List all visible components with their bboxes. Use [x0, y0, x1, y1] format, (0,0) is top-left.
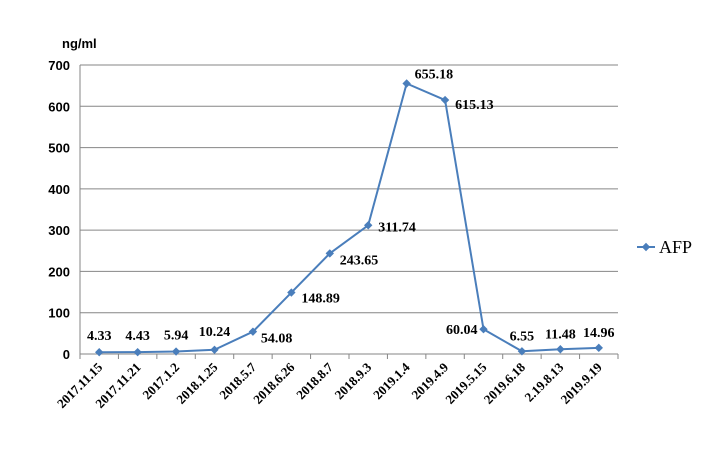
y-tick-labels: 0 100 200 300 400 500 600 700 — [48, 58, 70, 362]
legend[interactable]: AFP — [637, 237, 692, 257]
series-line-AFP — [99, 82, 599, 354]
y-tick-label: 200 — [48, 264, 70, 279]
data-point[interactable] — [364, 221, 373, 230]
data-label: 54.08 — [261, 332, 293, 347]
data-point[interactable] — [133, 347, 142, 357]
axes — [79, 65, 619, 359]
data-label: 243.65 — [340, 253, 379, 268]
data-point[interactable] — [594, 343, 603, 353]
y-tick-label: 100 — [48, 306, 70, 321]
data-point[interactable] — [210, 345, 219, 354]
data-point[interactable] — [248, 327, 258, 336]
legend-label: AFP — [659, 237, 692, 257]
data-label: 615.13 — [455, 98, 494, 113]
data-label: 148.89 — [301, 292, 340, 307]
data-label: 311.74 — [378, 220, 416, 235]
data-label: 11.48 — [545, 327, 576, 342]
x-tick-label: 2019.9.19 — [558, 359, 606, 407]
data-point[interactable] — [556, 345, 565, 354]
data-label: 5.94 — [164, 329, 189, 344]
x-tick-label: 2019.1.4 — [370, 359, 413, 402]
data-label: 10.24 — [199, 325, 231, 340]
x-tick-label: 2018.1.25 — [173, 359, 221, 407]
x-tick-label: 2019.6.18 — [481, 359, 529, 407]
data-point[interactable] — [171, 347, 181, 356]
legend-marker-icon — [641, 242, 651, 252]
x-tick-label: 2018.6.26 — [250, 359, 298, 407]
y-axis-unit-label: ng/ml — [62, 36, 97, 51]
data-point[interactable] — [517, 347, 527, 356]
x-tick-label: 2018.8.7 — [293, 359, 336, 402]
data-point[interactable] — [325, 249, 334, 258]
data-label: 14.96 — [583, 326, 615, 341]
series-AFP — [95, 79, 603, 357]
data-labels: 4.33 4.43 5.94 10.24 54.08 148.89 243.65 311.74… — [87, 68, 615, 347]
data-label: 655.18 — [415, 68, 454, 83]
y-tick-label: 500 — [48, 141, 70, 156]
gridlines — [80, 64, 618, 314]
data-label: 60.04 — [446, 323, 478, 338]
y-tick-label: 0 — [63, 347, 70, 362]
x-tick-label: 2018.9.3 — [332, 359, 375, 402]
data-point[interactable] — [479, 325, 488, 334]
y-tick-label: 400 — [48, 182, 70, 197]
y-tick-label: 300 — [48, 223, 70, 238]
y-tick-label: 600 — [48, 99, 70, 114]
data-point[interactable] — [402, 79, 411, 88]
data-label: 6.55 — [510, 329, 535, 344]
data-point[interactable] — [95, 348, 104, 357]
data-point[interactable] — [287, 288, 296, 297]
x-tick-labels: 2017.11.152017.11.212017.1.22018.1.25201… — [54, 359, 605, 411]
data-point[interactable] — [440, 95, 450, 105]
data-label: 4.33 — [87, 329, 112, 344]
y-tick-label: 700 — [48, 58, 70, 73]
data-label: 4.43 — [125, 329, 150, 344]
